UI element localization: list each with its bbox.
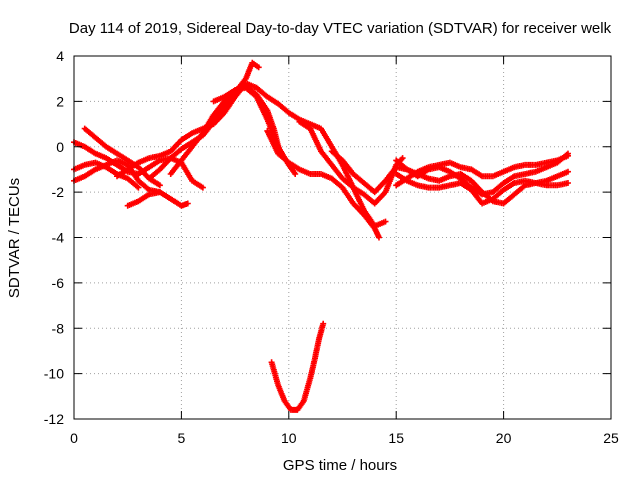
x-tick-label: 5 xyxy=(178,430,186,446)
x-tick-label: 0 xyxy=(70,430,78,446)
x-tick-label: 10 xyxy=(281,430,297,446)
series-markers xyxy=(393,171,571,207)
series-markers xyxy=(210,82,284,157)
y-tick-label: 2 xyxy=(56,93,64,109)
series-arc-14 xyxy=(393,171,571,207)
series-markers xyxy=(264,127,382,241)
series-arc-7 xyxy=(146,59,262,182)
y-tick-labels: -12 -10 -8 -6 -4 -2 0 2 4 xyxy=(44,48,64,427)
series-arc-5 xyxy=(124,189,191,209)
y-tick-label: -10 xyxy=(44,366,64,382)
x-tick-label: 20 xyxy=(496,430,512,446)
x-tick-label: 25 xyxy=(603,430,619,446)
y-tick-label: -12 xyxy=(44,411,64,427)
y-axis-label: SDTVAR / TECUs xyxy=(6,178,23,298)
series-markers xyxy=(146,59,262,182)
chart-title: Day 114 of 2019, Sidereal Day-to-day VTE… xyxy=(69,20,612,37)
y-tick-label: 0 xyxy=(56,139,64,155)
x-tick-labels: 0 5 10 15 20 25 xyxy=(70,430,619,446)
series-markers xyxy=(114,80,389,230)
axis-ticks xyxy=(73,55,612,420)
x-tick-label: 15 xyxy=(388,430,404,446)
series-markers xyxy=(268,320,327,413)
series-arc-6 xyxy=(114,80,389,230)
series-markers xyxy=(296,118,406,207)
series-arc-9 xyxy=(210,82,284,157)
y-tick-label: -4 xyxy=(52,230,65,246)
y-tick-label: -2 xyxy=(52,184,65,200)
data-points xyxy=(71,59,571,413)
series-arc-12 xyxy=(296,118,406,207)
y-tick-label: 4 xyxy=(56,48,64,64)
y-tick-label: -8 xyxy=(52,320,65,336)
series-arc-16 xyxy=(393,150,571,198)
series-arc-11 xyxy=(268,320,327,413)
grid xyxy=(74,56,611,419)
series-markers xyxy=(124,189,191,209)
series-markers xyxy=(393,150,571,198)
y-tick-label: -6 xyxy=(52,275,65,291)
x-axis-label: GPS time / hours xyxy=(283,457,397,474)
series-arc-10 xyxy=(264,127,382,241)
